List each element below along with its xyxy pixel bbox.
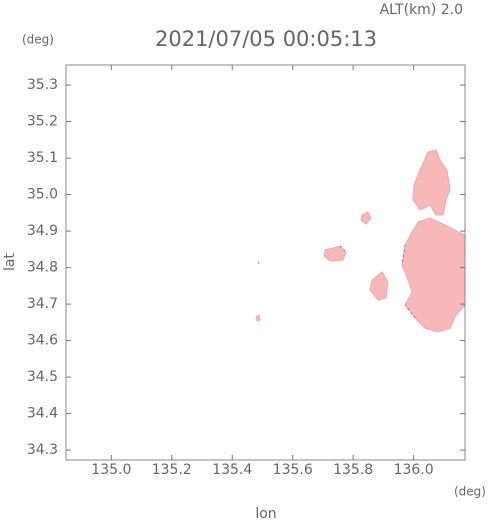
x-tick-label: 135.8 <box>333 462 373 478</box>
echo <box>323 245 347 262</box>
x-tick-label: 135.4 <box>212 462 252 478</box>
y-tick-label: 35.2 <box>27 114 58 130</box>
echo-edge <box>257 244 416 319</box>
y-tick-label: 34.7 <box>27 296 58 312</box>
y-tick-label: 34.5 <box>27 369 58 385</box>
y-tick-label: 35.1 <box>27 150 58 166</box>
echoes <box>255 149 466 333</box>
echo <box>369 271 389 301</box>
chart-title: 2021/07/05 00:05:13 <box>155 27 377 51</box>
y-tick-label: 34.3 <box>27 442 58 458</box>
x-unit: (deg) <box>454 485 486 499</box>
x-tick-label: 135.0 <box>91 462 131 478</box>
x-axis-label: lon <box>255 506 276 521</box>
x-tick-label: 135.6 <box>273 462 313 478</box>
x-tick-label: 135.2 <box>152 462 192 478</box>
y-tick-label: 34.9 <box>27 223 58 239</box>
y-tick-label: 35.3 <box>27 77 58 93</box>
echo <box>412 149 451 216</box>
plot-frame <box>65 64 466 461</box>
y-tick-label: 35.0 <box>27 187 58 203</box>
x-tick-label: 136.0 <box>394 462 434 478</box>
y-tick-label: 34.4 <box>27 406 58 422</box>
echo <box>360 211 372 225</box>
echo <box>255 314 261 322</box>
y-axis-label: lat <box>2 253 18 271</box>
y-unit: (deg) <box>22 33 54 47</box>
echo <box>401 217 466 333</box>
y-tick-label: 34.8 <box>27 260 58 276</box>
y-tick-label: 34.6 <box>27 333 58 349</box>
altitude: ALT(km) 2.0 <box>380 2 463 18</box>
